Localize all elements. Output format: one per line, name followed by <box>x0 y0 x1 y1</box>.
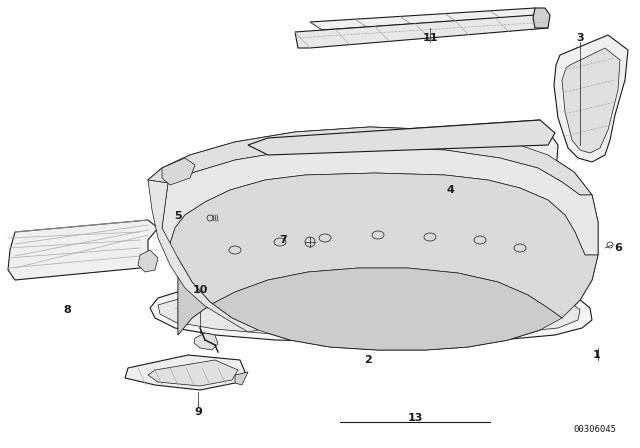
Polygon shape <box>150 270 592 342</box>
Polygon shape <box>162 147 598 255</box>
Text: 00306045: 00306045 <box>573 426 616 435</box>
Polygon shape <box>168 173 598 335</box>
Text: 13: 13 <box>407 413 422 423</box>
Polygon shape <box>158 275 580 336</box>
Polygon shape <box>178 258 562 350</box>
Text: 6: 6 <box>614 243 622 253</box>
Polygon shape <box>125 355 245 390</box>
Polygon shape <box>248 120 555 155</box>
Polygon shape <box>235 372 248 385</box>
Polygon shape <box>310 8 545 30</box>
Text: 12: 12 <box>280 144 296 154</box>
Text: 11: 11 <box>422 33 438 43</box>
Polygon shape <box>562 48 620 153</box>
Polygon shape <box>245 120 558 200</box>
Polygon shape <box>8 220 158 280</box>
Polygon shape <box>295 15 548 48</box>
Text: 4: 4 <box>446 185 454 195</box>
Text: 2: 2 <box>364 355 372 365</box>
Text: 8: 8 <box>63 305 71 315</box>
Text: 9: 9 <box>194 407 202 417</box>
Polygon shape <box>148 127 598 350</box>
Polygon shape <box>456 183 486 210</box>
Polygon shape <box>245 158 270 182</box>
Polygon shape <box>138 250 158 272</box>
Polygon shape <box>148 360 238 386</box>
Polygon shape <box>162 158 195 185</box>
Text: 7: 7 <box>279 235 287 245</box>
Text: 1: 1 <box>593 350 601 360</box>
Polygon shape <box>148 180 258 332</box>
Polygon shape <box>533 8 550 28</box>
Text: 3: 3 <box>576 33 584 43</box>
Text: 10: 10 <box>192 285 208 295</box>
Text: 5: 5 <box>174 211 182 221</box>
Polygon shape <box>194 333 218 350</box>
Polygon shape <box>148 127 592 195</box>
Polygon shape <box>554 35 628 162</box>
